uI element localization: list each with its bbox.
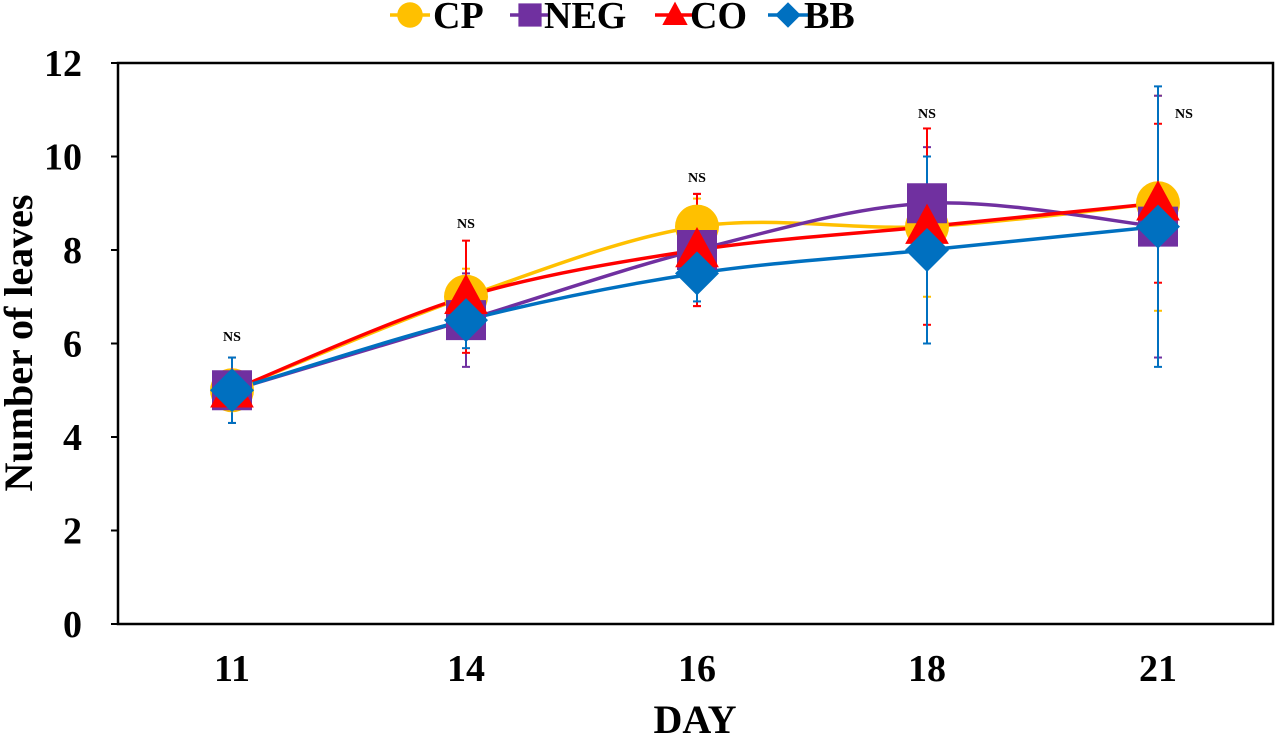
y-tick-label: 6 xyxy=(63,324,82,366)
y-axis-ticks: 0 2 4 6 8 10 12 xyxy=(44,43,118,646)
y-tick-label: 8 xyxy=(63,230,82,272)
legend-label-cp: CP xyxy=(433,0,484,37)
x-axis-title: DAY xyxy=(654,697,737,739)
legend-label-co: CO xyxy=(690,0,747,37)
legend-marker-co xyxy=(662,1,688,26)
x-axis-ticks: 11 14 16 18 21 xyxy=(214,648,1177,690)
y-tick-label: 4 xyxy=(63,417,82,459)
significance-label: NS xyxy=(1175,107,1193,122)
y-tick-label: 10 xyxy=(44,137,82,179)
plot-area xyxy=(116,61,1275,626)
data-point-co xyxy=(675,227,719,268)
legend: CP NEG CO BB xyxy=(390,0,855,37)
x-tick-label: 16 xyxy=(678,648,716,690)
legend-item-bb: BB xyxy=(768,0,855,37)
data-point-co xyxy=(1136,180,1180,221)
y-axis-title: Number of leaves xyxy=(0,195,41,492)
data-point-bb xyxy=(210,368,254,413)
data-point-bb xyxy=(905,228,949,272)
markers xyxy=(210,180,1180,413)
legend-marker-cp xyxy=(397,2,423,28)
significance-label: NS xyxy=(918,107,936,122)
legend-item-co: CO xyxy=(655,0,747,37)
legend-label-neg: NEG xyxy=(544,0,626,37)
x-tick-label: 21 xyxy=(1139,648,1177,690)
legend-item-neg: NEG xyxy=(510,0,626,37)
data-point-bb xyxy=(675,251,719,296)
legend-marker-bb xyxy=(775,2,801,28)
annotations: NS NS NS NS NS xyxy=(223,107,1193,345)
significance-label: NS xyxy=(457,217,475,232)
significance-label: NS xyxy=(223,330,241,345)
significance-label: NS xyxy=(688,171,706,186)
y-tick-label: 2 xyxy=(63,511,82,553)
y-tick-label: 12 xyxy=(44,43,82,85)
x-tick-label: 14 xyxy=(447,648,485,690)
legend-label-bb: BB xyxy=(804,0,855,37)
x-tick-label: 11 xyxy=(214,648,250,690)
data-point-co xyxy=(905,203,949,244)
x-tick-label: 18 xyxy=(908,648,946,690)
legend-marker-neg xyxy=(518,3,542,27)
data-point-bb xyxy=(1136,204,1180,249)
data-point-bb xyxy=(444,298,488,343)
data-point-co xyxy=(444,273,488,314)
legend-item-cp: CP xyxy=(390,0,484,37)
y-tick-label: 0 xyxy=(63,604,82,646)
